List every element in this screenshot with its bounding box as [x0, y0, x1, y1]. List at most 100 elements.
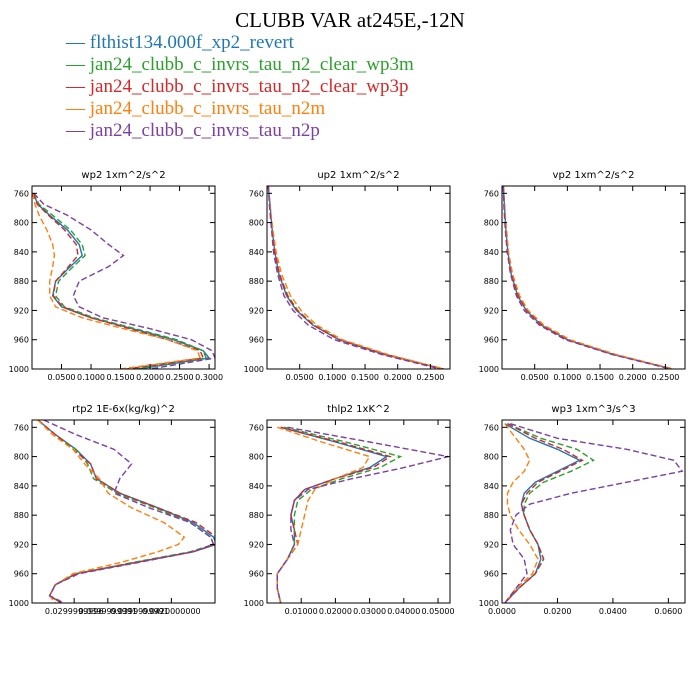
plot-frame	[31, 419, 216, 604]
plot-frame	[266, 419, 451, 604]
x-tick-label: 0.0000	[488, 607, 516, 616]
series-line	[37, 420, 215, 603]
y-tick-label: 880	[249, 511, 264, 520]
y-tick-label: 800	[249, 453, 264, 462]
y-tick-label: 840	[484, 248, 499, 257]
y-tick-label: 760	[249, 423, 264, 432]
legend-label: jan24_clubb_c_invrs_tau_n2p	[89, 120, 320, 141]
chart-panel: vp2 1xm^2/s^2 760 800 840 880 920 960 1000 0.050…	[479, 170, 686, 382]
x-tick-label: 0.0399999991	[79, 607, 138, 616]
x-tick-label: 0.03000	[353, 607, 386, 616]
x-tick-label: 0.2000	[136, 373, 164, 382]
chart-panel: wp2 1xm^2/s^2 760 800 840 880 920 960 1000 0.050…	[9, 170, 223, 382]
series-line	[502, 186, 673, 369]
plot-frame	[501, 419, 686, 604]
x-tick-label: 0.0420000000	[142, 607, 201, 616]
y-tick-label: 760	[249, 189, 264, 198]
series-line	[37, 420, 215, 603]
x-tick-label: 0.1500	[586, 373, 614, 382]
x-tick-label: 0.2000	[619, 373, 647, 382]
series-line	[504, 423, 582, 603]
x-tick-label: 0.1500	[351, 373, 379, 382]
x-tick-label: 0.0500	[286, 373, 314, 382]
series-line	[267, 186, 441, 369]
chart-panel: thlp2 1xK^2 760 800 840 880 920 960 1000 0.01000…	[244, 404, 455, 616]
x-tick-label: 0.2000	[384, 373, 412, 382]
y-tick-label: 760	[14, 189, 29, 198]
x-tick-label: 0.2500	[416, 373, 444, 382]
series-line	[502, 186, 674, 369]
panel-title: wp2 1xm^2/s^2	[81, 170, 165, 181]
y-tick-label: 800	[484, 219, 499, 228]
series-line	[504, 423, 684, 603]
x-tick-label: 0.1000	[318, 373, 346, 382]
x-tick-label: 0.1000	[77, 373, 105, 382]
x-tick-label: 0.0600	[654, 607, 682, 616]
x-tick-label: 0.1000	[553, 373, 581, 382]
y-tick-label: 800	[14, 219, 29, 228]
x-tick-label: 0.0299999996	[45, 607, 104, 616]
x-tick-label: 0.3000	[195, 373, 223, 382]
series-line	[276, 426, 449, 603]
y-tick-label: 880	[484, 277, 499, 286]
plot-frame	[501, 185, 686, 370]
panel-title: wp3 1xm^3/s^3	[551, 404, 635, 415]
series-line	[502, 186, 673, 369]
y-tick-label: 760	[484, 423, 499, 432]
y-tick-label: 960	[14, 336, 29, 345]
chart-panel: wp3 1xm^3/s^3 760 800 840 880 920 960 10000.000…	[479, 404, 686, 616]
legend-item: — flthist134.000f_xp2_revert	[66, 32, 294, 53]
x-tick-label: 0.0399999991	[110, 607, 169, 616]
y-tick-label: 840	[249, 482, 264, 491]
y-tick-label: 960	[249, 336, 264, 345]
y-tick-label: 920	[484, 540, 499, 549]
y-tick-label: 960	[484, 336, 499, 345]
x-tick-label: 0.0500	[521, 373, 549, 382]
series-line	[43, 420, 215, 603]
y-tick-label: 840	[484, 482, 499, 491]
y-tick-label: 960	[14, 570, 29, 579]
y-tick-label: 760	[484, 189, 499, 198]
series-line	[267, 186, 444, 369]
panel-title: rtp2 1E-6x(kg/kg)^2	[72, 404, 175, 415]
y-tick-label: 920	[249, 540, 264, 549]
y-tick-label: 800	[14, 453, 29, 462]
y-tick-label: 920	[14, 306, 29, 315]
y-tick-label: 800	[249, 219, 264, 228]
y-tick-label: 760	[14, 423, 29, 432]
series-line	[267, 186, 444, 369]
x-tick-label: 0.2500	[651, 373, 679, 382]
x-tick-label: 0.2500	[166, 373, 194, 382]
series-line	[32, 192, 208, 369]
y-tick-label: 960	[484, 570, 499, 579]
legend-label: jan24_clubb_c_invrs_tau_n2_clear_wp3p	[89, 76, 409, 97]
y-tick-label: 1000	[244, 599, 264, 608]
y-tick-label: 1000	[9, 365, 29, 374]
x-tick-label: 0.05000	[421, 607, 454, 616]
series-line	[32, 193, 202, 369]
panel-title: up2 1xm^2/s^2	[317, 170, 399, 181]
y-tick-label: 920	[14, 540, 29, 549]
y-tick-label: 800	[484, 453, 499, 462]
panel-title: thlp2 1xK^2	[327, 404, 390, 415]
chart-panel: rtp2 1E-6x(kg/kg)^2 760 800 840 880 920 960 100…	[9, 404, 216, 616]
legend-item: — jan24_clubb_c_invrs_tau_n2_clear_wp3m	[66, 54, 414, 75]
legend: — flthist134.000f_xp2_revert — jan24_clu…	[66, 32, 414, 142]
legend-item: — jan24_clubb_c_invrs_tau_n2p	[66, 120, 320, 141]
y-tick-label: 840	[14, 248, 29, 257]
y-tick-label: 880	[249, 277, 264, 286]
y-tick-label: 840	[14, 482, 29, 491]
y-tick-label: 1000	[9, 599, 29, 608]
x-tick-label: 0.0500	[48, 373, 76, 382]
series-line	[267, 186, 444, 369]
x-tick-label: 0.04000	[387, 607, 420, 616]
x-tick-label: 0.0200	[543, 607, 571, 616]
x-tick-label: 0.0400	[599, 607, 627, 616]
y-tick-label: 1000	[479, 365, 499, 374]
plot-frame	[31, 185, 216, 370]
legend-label: jan24_clubb_c_invrs_tau_n2_clear_wp3m	[89, 54, 414, 75]
y-tick-label: 920	[249, 306, 264, 315]
series-line	[32, 193, 205, 369]
series-line	[504, 423, 539, 603]
